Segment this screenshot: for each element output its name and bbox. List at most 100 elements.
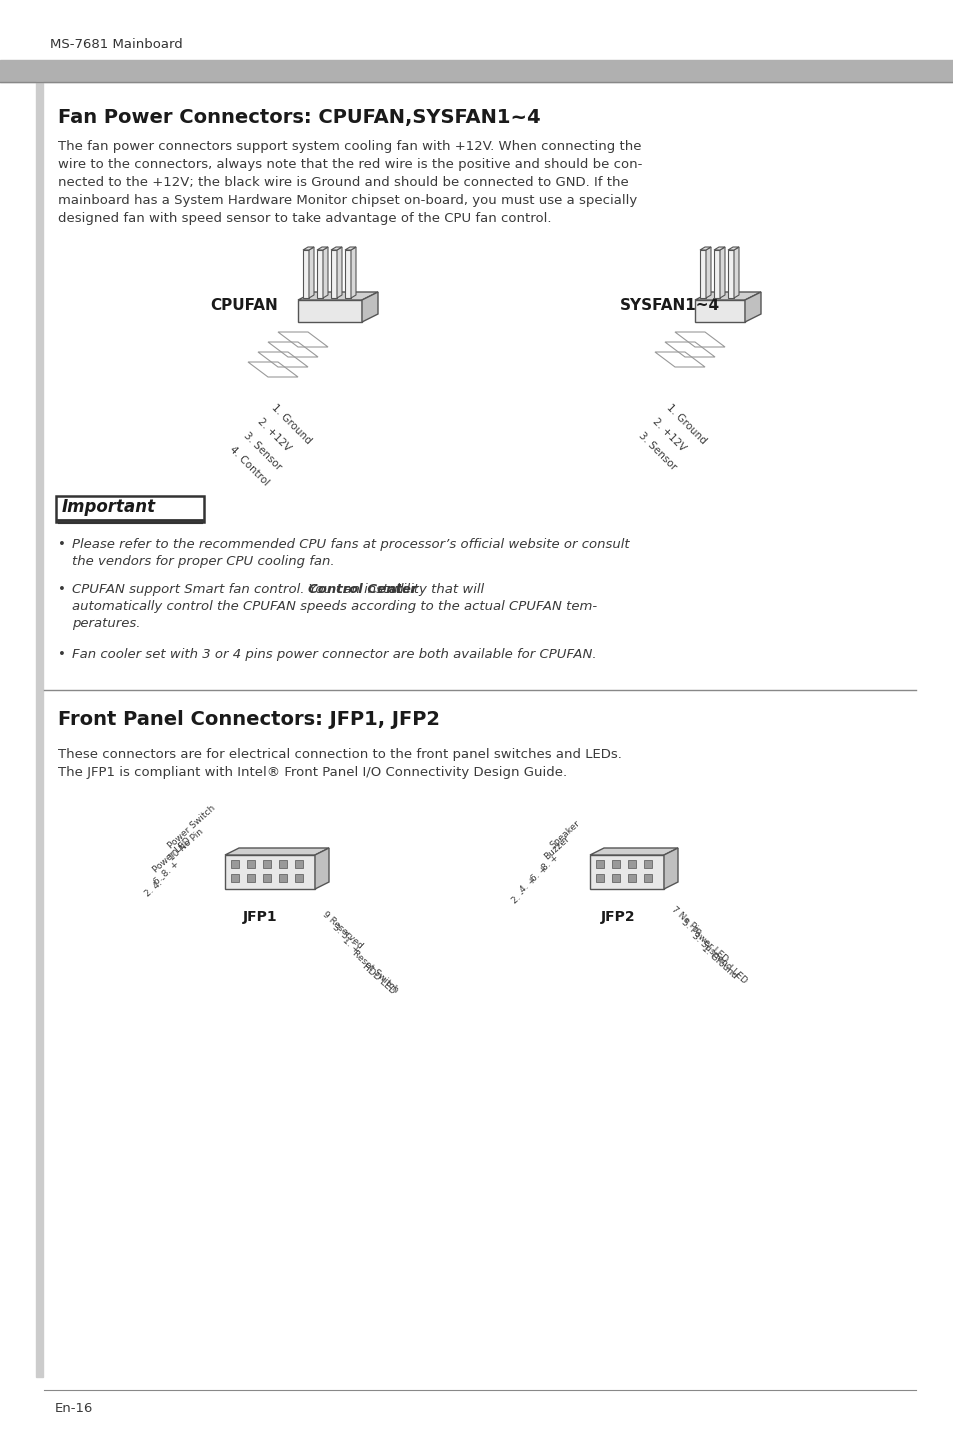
Text: •: • (58, 583, 66, 596)
Bar (247, 861, 254, 868)
Polygon shape (345, 251, 351, 298)
Polygon shape (361, 292, 377, 322)
Polygon shape (345, 246, 355, 251)
Text: JFP2: JFP2 (600, 909, 635, 924)
Polygon shape (303, 246, 314, 251)
Text: 9 Reserved: 9 Reserved (320, 909, 364, 951)
Text: •: • (58, 538, 66, 551)
Text: Fan Power Connectors: CPUFAN,SYSFAN1~4: Fan Power Connectors: CPUFAN,SYSFAN1~4 (58, 107, 540, 127)
Text: The fan power connectors support system cooling fan with +12V. When connecting t: The fan power connectors support system … (58, 140, 640, 153)
Text: 3. Sensor: 3. Sensor (637, 430, 679, 471)
Text: 2. -: 2. - (510, 888, 526, 905)
Polygon shape (316, 251, 323, 298)
Bar (596, 861, 603, 868)
Text: utility that will: utility that will (385, 583, 483, 596)
Bar (36, 82, 43, 1378)
Text: CPUFAN: CPUFAN (210, 298, 277, 312)
Text: Please refer to the recommended CPU fans at processor’s official website or cons: Please refer to the recommended CPU fans… (71, 538, 629, 551)
Text: mainboard has a System Hardware Monitor chipset on-board, you must use a special: mainboard has a System Hardware Monitor … (58, 193, 637, 208)
Polygon shape (225, 855, 314, 889)
Polygon shape (297, 292, 377, 299)
Bar (0, 0, 953, 60)
Text: designed fan with speed sensor to take advantage of the CPU fan control.: designed fan with speed sensor to take a… (58, 212, 551, 225)
Text: 7 No Pin: 7 No Pin (669, 905, 703, 937)
Polygon shape (225, 848, 329, 855)
Bar (0, 60, 953, 82)
Text: The JFP1 is compliant with Intel® Front Panel I/O Connectivity Design Guide.: The JFP1 is compliant with Intel® Front … (58, 766, 566, 779)
Polygon shape (589, 855, 663, 889)
Polygon shape (663, 848, 678, 889)
Text: CPUFAN support Smart fan control. You can install: CPUFAN support Smart fan control. You ca… (71, 583, 408, 596)
Text: Important: Important (62, 498, 156, 516)
Bar (231, 874, 239, 882)
Bar (294, 874, 303, 882)
Text: the vendors for proper CPU cooling fan.: the vendors for proper CPU cooling fan. (71, 556, 335, 569)
Text: peratures.: peratures. (71, 617, 140, 630)
Text: 1. Ground: 1. Ground (700, 944, 739, 981)
Polygon shape (331, 246, 341, 251)
Text: 6. 8. +: 6. 8. + (152, 859, 181, 886)
Polygon shape (323, 246, 328, 298)
Polygon shape (744, 292, 760, 322)
Text: 8. +: 8. + (539, 852, 559, 872)
Text: 4. +: 4. + (517, 875, 537, 894)
Text: 2. +12V: 2. +12V (255, 417, 293, 453)
Text: 3. 5. -: 3. 5. - (331, 924, 356, 947)
Text: 2. +12V: 2. +12V (650, 417, 687, 453)
Bar (643, 861, 651, 868)
Text: Speaker: Speaker (548, 819, 581, 851)
Bar (643, 874, 651, 882)
Text: JFP1: JFP1 (242, 909, 277, 924)
Bar (56, 495, 204, 523)
Bar (231, 861, 239, 868)
Polygon shape (314, 848, 329, 889)
Polygon shape (351, 246, 355, 298)
Text: 1. Ground: 1. Ground (270, 402, 314, 445)
Text: Power Switch: Power Switch (166, 803, 216, 851)
Polygon shape (720, 246, 724, 298)
Text: Buzzer: Buzzer (541, 833, 571, 861)
Bar (263, 874, 271, 882)
Text: nected to the +12V; the black wire is Ground and should be connected to GND. If : nected to the +12V; the black wire is Gr… (58, 176, 628, 189)
Polygon shape (700, 246, 710, 251)
Bar (612, 861, 619, 868)
Polygon shape (297, 299, 361, 322)
Polygon shape (331, 251, 336, 298)
Bar (278, 874, 287, 882)
Text: Front Panel Connectors: JFP1, JFP2: Front Panel Connectors: JFP1, JFP2 (58, 710, 439, 729)
Polygon shape (727, 246, 739, 251)
Text: •: • (58, 649, 66, 662)
Text: 4. Control: 4. Control (228, 444, 271, 487)
Polygon shape (713, 251, 720, 298)
Bar (294, 861, 303, 868)
Text: 2. 4. -: 2. 4. - (144, 874, 169, 898)
Bar (278, 861, 287, 868)
Polygon shape (695, 292, 760, 299)
Text: 3. Sensor: 3. Sensor (242, 430, 283, 471)
Polygon shape (309, 246, 314, 298)
Text: 10 No Pin: 10 No Pin (167, 826, 205, 862)
Polygon shape (695, 299, 744, 322)
Polygon shape (700, 251, 705, 298)
Text: 5. Power LED: 5. Power LED (679, 918, 729, 964)
Polygon shape (303, 251, 309, 298)
Text: En-16: En-16 (55, 1402, 93, 1415)
Bar (247, 874, 254, 882)
Text: Reset Switch: Reset Switch (351, 949, 400, 995)
Polygon shape (733, 246, 739, 298)
Polygon shape (713, 246, 724, 251)
Bar (627, 874, 636, 882)
Text: Control Center: Control Center (308, 583, 416, 596)
Bar (612, 874, 619, 882)
Bar (627, 861, 636, 868)
Text: These connectors are for electrical connection to the front panel switches and L: These connectors are for electrical conn… (58, 748, 621, 760)
Text: MS-7681 Mainboard: MS-7681 Mainboard (50, 39, 183, 52)
Text: Fan cooler set with 3 or 4 pins power connector are both available for CPUFAN.: Fan cooler set with 3 or 4 pins power co… (71, 649, 596, 662)
Bar (596, 874, 603, 882)
Polygon shape (336, 246, 341, 298)
Text: 3. Suspend LED: 3. Suspend LED (689, 931, 748, 985)
Text: SYSFAN1~4: SYSFAN1~4 (619, 298, 720, 312)
Polygon shape (589, 848, 678, 855)
Text: 6. +: 6. + (528, 863, 548, 884)
Text: HDD LED: HDD LED (360, 962, 397, 997)
